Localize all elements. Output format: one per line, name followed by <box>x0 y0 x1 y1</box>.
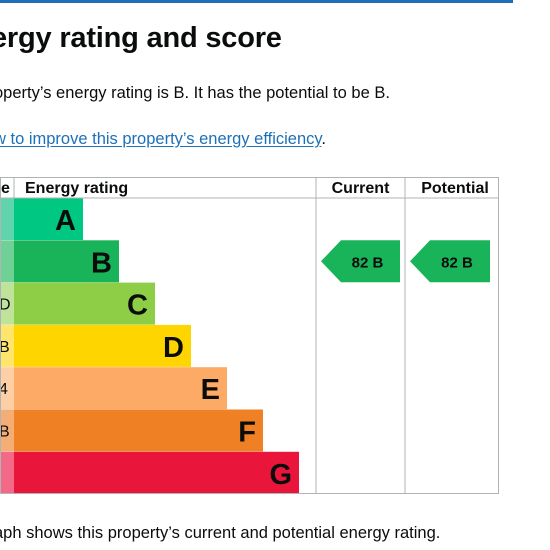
rating-letter-e: E <box>201 374 220 406</box>
score-band-cell-a <box>0 198 14 240</box>
score-band-label: D <box>0 297 11 314</box>
rating-bar-g <box>14 451 299 494</box>
header-rule <box>0 0 513 3</box>
rating-bar-b <box>14 240 119 283</box>
rating-bar-d <box>14 324 191 367</box>
rating-bar-c <box>14 282 155 325</box>
rating-summary: operty’s energy rating is B. It has the … <box>0 84 390 102</box>
current-rating-label: 82 B <box>352 254 384 271</box>
score-band-cell-g <box>0 451 14 494</box>
score-band-cell-e <box>0 367 14 410</box>
score-band-cell-d <box>0 324 14 367</box>
rating-letter-g: G <box>269 459 292 491</box>
potential-rating-arrow <box>410 240 490 283</box>
rating-bar-e <box>14 367 227 410</box>
chart-caption: aph shows this property’s current and po… <box>0 524 441 542</box>
score-column-header: e <box>1 180 10 197</box>
current-column-header: Current <box>332 180 390 197</box>
rating-bar-f <box>14 409 263 452</box>
score-band-cell-b <box>0 240 14 283</box>
rating-letter-f: F <box>238 417 256 449</box>
rating-letter-d: D <box>163 332 184 364</box>
energy-rating-chart: e Energy rating Current Potential A B D C B D 4 E B F… <box>0 177 500 495</box>
score-band-label: 4 <box>0 381 8 398</box>
improve-efficiency-link[interactable]: w to improve this property’s energy effi… <box>0 130 322 148</box>
improve-line: w to improve this property’s energy effi… <box>0 130 326 149</box>
score-band-cell-c <box>0 282 14 325</box>
score-band-label: B <box>0 339 10 356</box>
current-rating-arrow <box>321 240 400 283</box>
potential-rating-label: 82 B <box>441 254 473 271</box>
rating-letter-a: A <box>55 205 76 237</box>
score-band-label: B <box>0 424 10 441</box>
score-band-cell-f <box>0 409 14 452</box>
rating-letter-c: C <box>127 290 148 322</box>
chart-border <box>0 177 499 494</box>
potential-column-header: Potential <box>421 180 489 197</box>
rating-bar-a <box>14 198 83 240</box>
improve-link-suffix: . <box>321 130 326 148</box>
page-title: ergy rating and score <box>0 22 282 54</box>
energy-rating-column-header: Energy rating <box>25 180 128 197</box>
rating-letter-b: B <box>91 247 112 279</box>
